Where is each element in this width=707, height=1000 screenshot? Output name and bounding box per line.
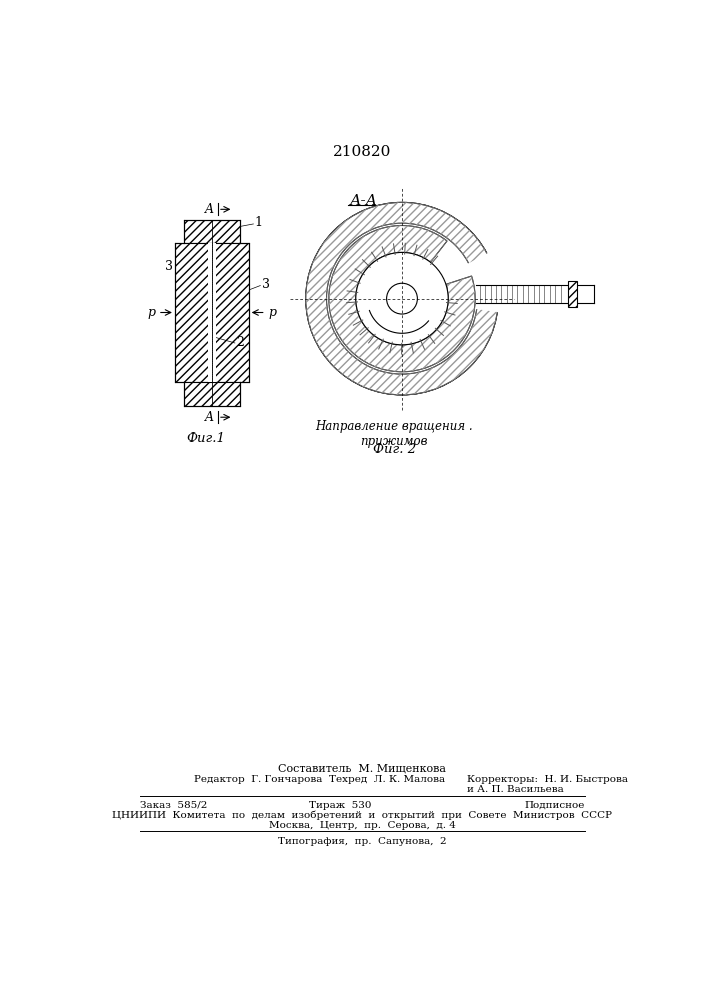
Circle shape (356, 252, 448, 345)
Text: A: A (205, 411, 214, 424)
Text: 2: 2 (236, 336, 245, 349)
Wedge shape (402, 252, 502, 313)
Bar (184, 220, 240, 243)
Bar (184, 382, 240, 406)
Bar (175, 243, 249, 382)
Text: Направление вращения .
прижимов: Направление вращения . прижимов (315, 420, 473, 448)
Text: Редактор  Г. Гончарова: Редактор Г. Гончарова (194, 775, 322, 784)
Text: ЦНИИПИ  Комитета  по  делам  изобретений  и  открытий  при  Совете  Министров  С: ЦНИИПИ Комитета по делам изобретений и о… (112, 811, 612, 820)
Text: p: p (148, 306, 156, 319)
Wedge shape (305, 202, 498, 395)
Text: Фиг. 2: Фиг. 2 (373, 443, 416, 456)
Bar (208, 243, 216, 382)
Circle shape (387, 283, 417, 314)
Text: А-А: А-А (349, 194, 378, 208)
Text: p: p (268, 306, 276, 319)
Text: Техред  Л. К. Малова: Техред Л. К. Малова (329, 775, 445, 784)
Text: 3: 3 (165, 260, 173, 273)
Text: Составитель  М. Мищенкова: Составитель М. Мищенкова (278, 763, 446, 773)
Text: 210820: 210820 (333, 145, 391, 159)
Text: Москва,  Центр,  пр.  Серова,  д. 4: Москва, Центр, пр. Серова, д. 4 (269, 821, 455, 830)
Bar (568, 281, 577, 307)
Text: Подписное: Подписное (525, 801, 585, 810)
Circle shape (305, 202, 498, 395)
Text: 3: 3 (262, 278, 270, 291)
Text: 1: 1 (255, 216, 263, 229)
Text: Заказ  585/2: Заказ 585/2 (140, 801, 208, 810)
Wedge shape (329, 225, 475, 372)
Text: Корректоры:  Н. И. Быстрова: Корректоры: Н. И. Быстрова (467, 775, 629, 784)
Text: A: A (205, 203, 214, 216)
Text: и А. П. Васильева: и А. П. Васильева (467, 785, 564, 794)
Text: Типография,  пр.  Сапунова,  2: Типография, пр. Сапунова, 2 (278, 837, 446, 846)
Text: Фиг.1: Фиг.1 (186, 432, 225, 445)
Text: Тираж  530: Тираж 530 (309, 801, 372, 810)
